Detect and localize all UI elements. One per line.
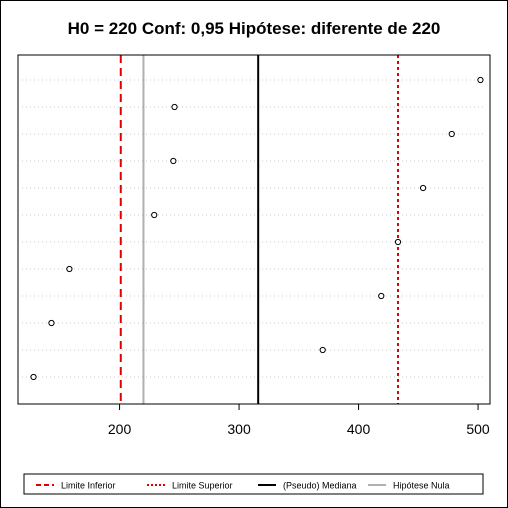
legend-box xyxy=(23,473,484,495)
data-point xyxy=(394,238,402,246)
data-point xyxy=(171,103,178,111)
x-tick-label: 300 xyxy=(227,421,251,437)
data-point xyxy=(319,346,326,354)
plot-area xyxy=(17,54,491,405)
reference-lines xyxy=(119,55,399,404)
legend-label-mediana: (Pseudo) Mediana xyxy=(283,481,357,491)
data-point xyxy=(30,373,37,381)
legend-label-hipotese-nula: Hipótese Nula xyxy=(393,481,450,491)
grid-lines xyxy=(22,79,486,378)
data-point xyxy=(151,211,158,219)
data-point xyxy=(378,292,385,300)
legend: Limite Inferior Limite Superior (Pseudo) M… xyxy=(23,473,484,495)
data-point xyxy=(48,319,55,327)
x-tick-label: 200 xyxy=(108,421,132,437)
data-point xyxy=(477,76,484,84)
chart-title: H0 = 220 Conf: 0,95 Hipótese: diferente … xyxy=(68,19,441,38)
x-tick-label: 500 xyxy=(466,421,490,437)
data-points xyxy=(30,76,484,381)
legend-label-limite-inferior: Limite Inferior xyxy=(61,481,116,491)
data-point xyxy=(66,265,73,273)
x-axis: 200 300 400 500 xyxy=(108,404,490,437)
data-point xyxy=(448,130,455,138)
x-tick-label: 400 xyxy=(347,421,371,437)
data-point xyxy=(170,157,177,165)
legend-label-limite-superior: Limite Superior xyxy=(172,481,233,491)
data-point xyxy=(419,184,427,192)
